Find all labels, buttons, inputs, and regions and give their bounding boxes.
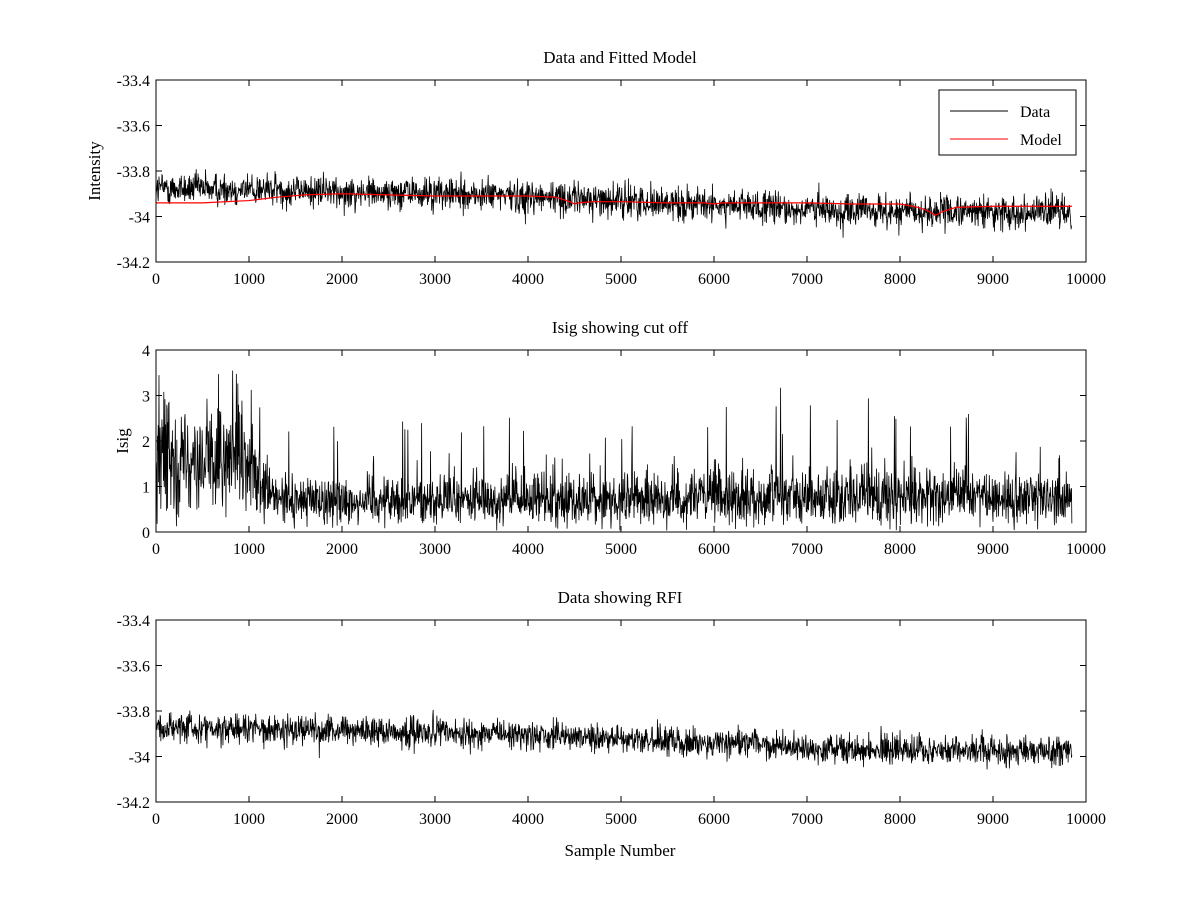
x-tick-label: 5000 <box>605 811 637 828</box>
x-tick-label: 2000 <box>326 811 358 828</box>
y-tick-label: 0 <box>142 525 150 542</box>
x-tick-label: 2000 <box>326 541 358 558</box>
legend-label-model: Model <box>1020 132 1062 149</box>
y-tick-label: -34 <box>129 210 150 227</box>
y-tick-label: -33.8 <box>117 164 150 181</box>
legend-label-data: Data <box>1020 104 1050 121</box>
x-tick-label: 1000 <box>233 811 265 828</box>
x-tick-label: 4000 <box>512 811 544 828</box>
x-tick-label: 9000 <box>977 271 1009 288</box>
x-tick-label: 0 <box>152 271 160 288</box>
axes-frame <box>155 79 1087 263</box>
x-tick-label: 3000 <box>419 811 451 828</box>
series-line-model <box>156 193 1073 217</box>
x-tick-label: 1000 <box>233 271 265 288</box>
chart-title: Data and Fitted Model <box>543 48 697 67</box>
series-line-data <box>155 709 1073 770</box>
y-axis-label: Intensity <box>85 141 104 201</box>
y-tick-label: -34.2 <box>117 795 150 812</box>
x-tick-label: 8000 <box>884 541 916 558</box>
series-layer <box>155 169 1073 238</box>
y-tick-label: 3 <box>142 389 150 406</box>
series-line-data <box>155 169 1072 238</box>
x-tick-label: 10000 <box>1066 541 1106 558</box>
x-tick-label: 7000 <box>791 811 823 828</box>
x-tick-label: 0 <box>152 541 160 558</box>
x-tick-label: 1000 <box>233 541 265 558</box>
x-tick-label: 4000 <box>512 541 544 558</box>
series-layer <box>155 370 1073 531</box>
series-line-isig <box>155 370 1073 531</box>
ticks-layer: 0 1000 2000 3000 4000 5000 6000 7000 8000 9000 100… <box>117 73 1106 288</box>
ticks-layer: 0 1000 2000 3000 4000 5000 6000 7000 8000 9000 100… <box>142 343 1106 558</box>
y-tick-label: -33.4 <box>117 613 150 630</box>
x-tick-label: 6000 <box>698 271 730 288</box>
y-tick-label: 1 <box>142 480 150 497</box>
x-tick-label: 5000 <box>605 541 637 558</box>
x-tick-label: 7000 <box>791 271 823 288</box>
x-tick-label: 2000 <box>326 271 358 288</box>
legend-box <box>938 89 1077 156</box>
panel-data-and-fitted-model: Data and Fitted Model Intensity 0 1000 200… <box>85 48 1106 288</box>
x-tick-label: 0 <box>152 811 160 828</box>
axes-frame <box>155 619 1087 803</box>
y-tick-label: -34 <box>129 750 150 767</box>
y-axis-label: Isig <box>113 428 132 454</box>
series-layer <box>155 709 1073 770</box>
x-tick-label: 3000 <box>419 271 451 288</box>
y-tick-label: 2 <box>142 434 150 451</box>
x-tick-label: 4000 <box>512 271 544 288</box>
x-tick-label: 3000 <box>419 541 451 558</box>
legend: Data Model <box>938 89 1077 156</box>
x-tick-label: 7000 <box>791 541 823 558</box>
x-tick-label: 9000 <box>977 541 1009 558</box>
chart-title: Isig showing cut off <box>552 318 688 337</box>
x-tick-label: 6000 <box>698 541 730 558</box>
x-tick-label: 9000 <box>977 811 1009 828</box>
y-tick-label: -33.4 <box>117 73 150 90</box>
y-tick-label: -33.8 <box>117 704 150 721</box>
axes-frame <box>155 349 1087 533</box>
x-tick-label: 8000 <box>884 811 916 828</box>
x-tick-label: 5000 <box>605 271 637 288</box>
x-axis-label: Sample Number <box>565 841 676 860</box>
y-tick-label: -33.6 <box>117 659 150 676</box>
y-tick-label: -34.2 <box>117 255 150 272</box>
x-tick-label: 8000 <box>884 271 916 288</box>
y-tick-label: -33.6 <box>117 119 150 136</box>
panel-isig-showing-cut-off: Isig showing cut off Isig 0 1000 2000 3000 4… <box>113 318 1106 558</box>
x-tick-label: 6000 <box>698 811 730 828</box>
x-tick-label: 10000 <box>1066 271 1106 288</box>
chart-title: Data showing RFI <box>558 588 683 607</box>
panel-data-showing-rfi: Data showing RFI Sample Number 0 1000 2000… <box>117 588 1106 860</box>
y-tick-label: 4 <box>142 343 150 360</box>
x-tick-label: 10000 <box>1066 811 1106 828</box>
